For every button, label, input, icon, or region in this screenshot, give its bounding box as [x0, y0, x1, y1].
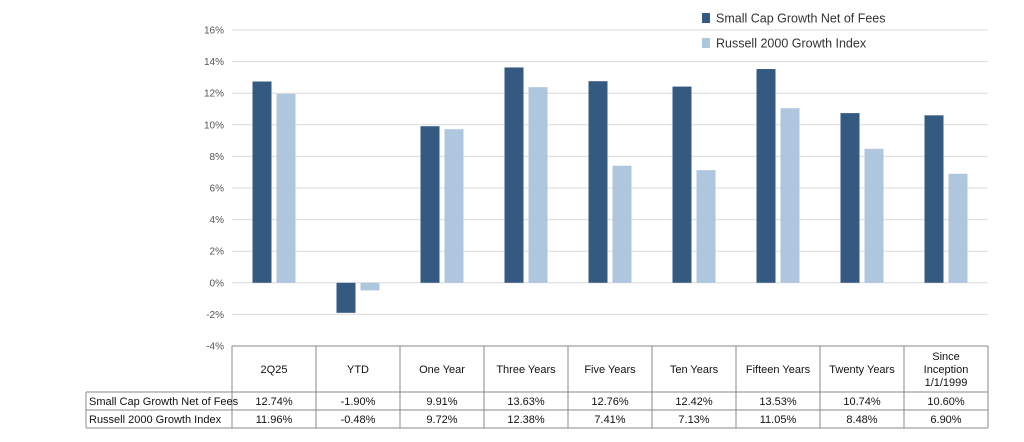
- bar-series1-2: [420, 126, 440, 283]
- data-label: 12.74%: [255, 396, 293, 408]
- bar-series2-0: [276, 93, 296, 283]
- category-label: One Year: [419, 364, 465, 376]
- bar-series2-6: [780, 108, 800, 283]
- legend-label-series1: Small Cap Growth Net of Fees: [716, 12, 886, 26]
- data-label: 11.05%: [760, 414, 797, 426]
- data-label: 6.90%: [930, 414, 961, 426]
- data-label: 9.72%: [426, 414, 457, 426]
- legend-swatch-series2: [702, 38, 710, 48]
- bar-series2-8: [948, 173, 968, 283]
- category-label: Ten Years: [670, 364, 719, 376]
- bar-series1-4: [588, 81, 608, 283]
- table-row-label-series1: Small Cap Growth Net of Fees: [89, 396, 239, 408]
- category-label: Five Years: [584, 364, 636, 376]
- bar-series2-1: [360, 282, 380, 291]
- data-label: 12.42%: [675, 396, 713, 408]
- data-label: 8.48%: [846, 414, 877, 426]
- bar-series2-3: [528, 87, 548, 283]
- y-tick-label: 4%: [210, 215, 225, 226]
- bar-series2-4: [612, 165, 632, 283]
- data-label: -1.90%: [341, 396, 376, 408]
- data-label: 13.63%: [507, 396, 545, 408]
- gridlines: [232, 29, 988, 347]
- bar-series1-0: [252, 81, 272, 283]
- y-tick-label: 6%: [210, 184, 225, 195]
- y-tick-label: 8%: [210, 152, 225, 163]
- data-label: 11.96%: [256, 414, 293, 426]
- y-tick-label: 14%: [204, 57, 224, 68]
- y-tick-label: -2%: [206, 310, 224, 321]
- data-label: 12.38%: [507, 414, 545, 426]
- bar-series2-7: [864, 148, 884, 283]
- data-label: 7.41%: [594, 414, 625, 426]
- y-axis: -4% -2% 0% 2% 4% 6% 8% 10% 12% 14% 16%: [204, 26, 224, 353]
- bar-series1-6: [756, 69, 776, 283]
- y-tick-label: 10%: [204, 120, 224, 131]
- table-row-label-series2: Russell 2000 Growth Index: [89, 414, 222, 426]
- data-label: 10.60%: [927, 396, 965, 408]
- legend: Small Cap Growth Net of Fees Russell 2000…: [702, 12, 886, 51]
- category-label: Fifteen Years: [746, 364, 811, 376]
- data-label: 12.76%: [591, 396, 629, 408]
- y-tick-label: 16%: [204, 26, 224, 37]
- bars: [252, 67, 968, 313]
- legend-swatch-series1: [702, 13, 710, 23]
- data-label: 13.53%: [759, 396, 797, 408]
- legend-label-series2: Russell 2000 Growth Index: [716, 37, 867, 51]
- y-tick-label: 2%: [210, 247, 225, 258]
- category-label: 1/1/1999: [925, 377, 968, 389]
- y-tick-label: 12%: [204, 89, 224, 100]
- bar-series1-7: [840, 113, 860, 283]
- data-label: 7.13%: [678, 414, 709, 426]
- bar-series1-3: [504, 67, 524, 283]
- category-label: 2Q25: [261, 364, 288, 376]
- bar-series2-2: [444, 129, 464, 283]
- bar-series1-5: [672, 86, 692, 283]
- category-label: Since: [932, 351, 960, 363]
- data-table: 2Q25 YTD One Year Three Years Five Years Ten …: [85, 345, 989, 429]
- data-label: 9.91%: [426, 396, 457, 408]
- category-label: YTD: [347, 364, 369, 376]
- bar-series1-1: [336, 282, 356, 313]
- y-tick-label: -4%: [206, 342, 224, 353]
- data-label: -0.48%: [341, 414, 376, 426]
- bar-series2-5: [696, 170, 716, 283]
- category-label: Twenty Years: [829, 364, 895, 376]
- y-tick-label: 0%: [210, 278, 225, 289]
- data-label: 10.74%: [843, 396, 881, 408]
- bar-series1-8: [924, 115, 944, 283]
- category-label: Inception: [924, 364, 969, 376]
- category-label: Three Years: [496, 364, 556, 376]
